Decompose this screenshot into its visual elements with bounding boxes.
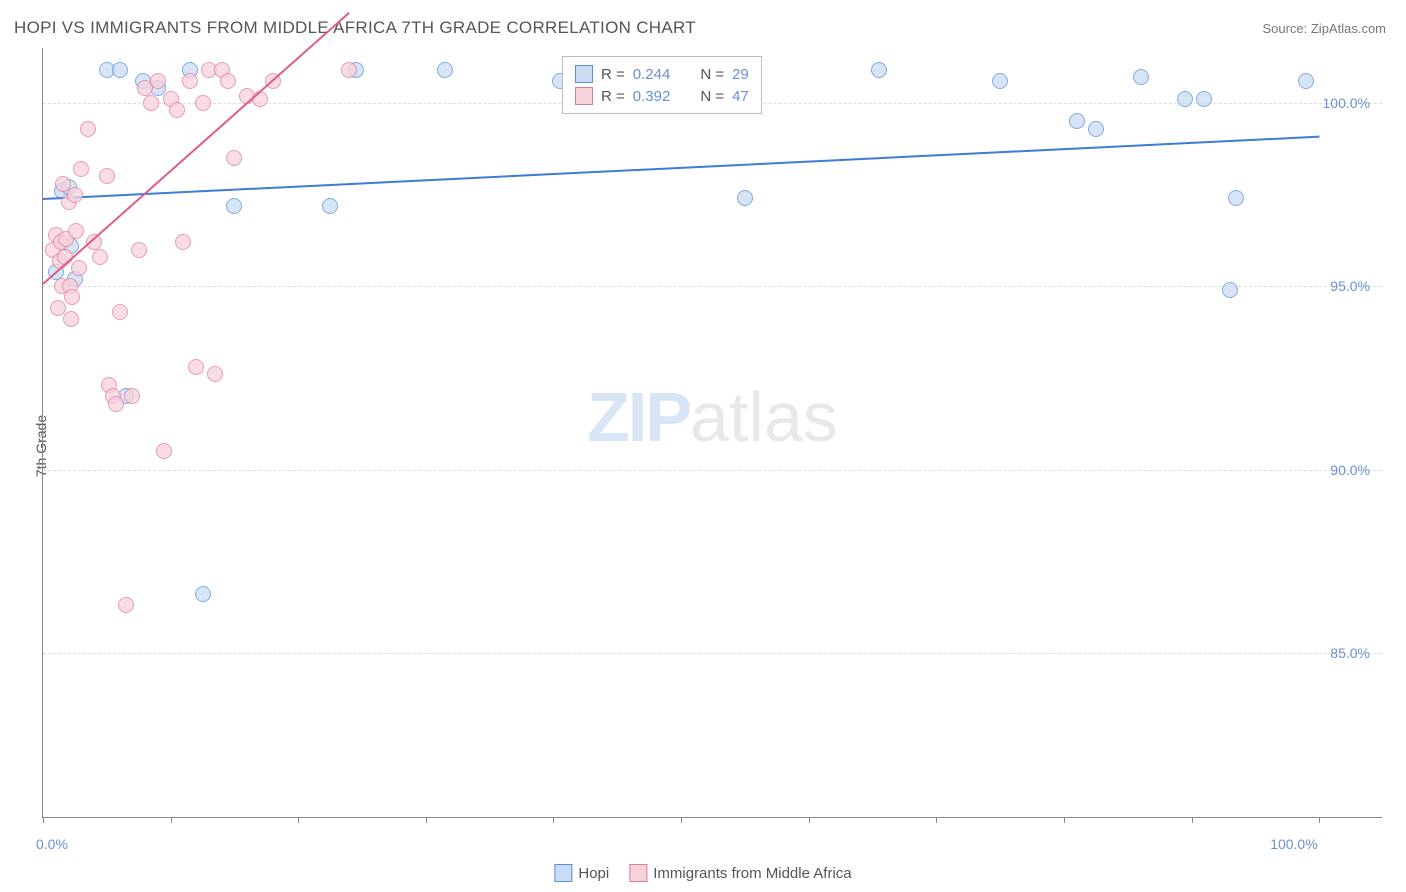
x-tick	[1319, 817, 1320, 823]
gridline-h	[43, 286, 1382, 287]
plot-area: ZIPatlas 85.0% 90.0% 95.0% 100.0%	[42, 48, 1382, 818]
scatter-point	[226, 150, 242, 166]
legend-swatch	[575, 65, 593, 83]
scatter-point	[131, 242, 147, 258]
watermark-atlas: atlas	[690, 378, 838, 456]
scatter-point	[67, 187, 83, 203]
scatter-point	[992, 73, 1008, 89]
legend-label: Immigrants from Middle Africa	[653, 865, 851, 882]
scatter-point	[188, 359, 204, 375]
x-tick	[809, 817, 810, 823]
y-tick-label: 100.0%	[1323, 95, 1370, 111]
scatter-point	[92, 249, 108, 265]
scatter-point	[112, 304, 128, 320]
scatter-point	[1222, 282, 1238, 298]
scatter-point	[1088, 121, 1104, 137]
legend-swatch	[629, 864, 647, 882]
scatter-point	[195, 586, 211, 602]
x-tick	[936, 817, 937, 823]
watermark-zip: ZIP	[587, 378, 690, 456]
scatter-point	[207, 366, 223, 382]
scatter-point	[64, 289, 80, 305]
gridline-h	[43, 653, 1382, 654]
scatter-point	[156, 443, 172, 459]
legend-stats: R = 0.244 N = 29 R = 0.392 N = 47	[562, 56, 762, 114]
scatter-point	[1196, 91, 1212, 107]
source-label: Source: ZipAtlas.com	[1262, 21, 1386, 36]
chart-title: HOPI VS IMMIGRANTS FROM MIDDLE AFRICA 7T…	[14, 18, 696, 38]
scatter-point	[226, 198, 242, 214]
scatter-point	[1298, 73, 1314, 89]
y-tick-label: 85.0%	[1330, 645, 1370, 661]
scatter-point	[169, 102, 185, 118]
x-tick-label: 0.0%	[36, 836, 68, 852]
scatter-point	[871, 62, 887, 78]
scatter-point	[1228, 190, 1244, 206]
legend-item: Hopi	[554, 864, 609, 882]
scatter-point	[63, 311, 79, 327]
scatter-point	[112, 62, 128, 78]
x-tick-label: 100.0%	[1270, 836, 1317, 852]
trend-line	[43, 136, 1319, 200]
legend-r-label: R =	[601, 88, 625, 105]
scatter-point	[71, 260, 87, 276]
legend-n-value: 47	[732, 88, 749, 105]
legend-n-value: 29	[732, 66, 749, 83]
legend-n-label: N =	[700, 66, 724, 83]
scatter-point	[80, 121, 96, 137]
scatter-point	[118, 597, 134, 613]
x-tick	[43, 817, 44, 823]
legend-label: Hopi	[578, 865, 609, 882]
scatter-point	[182, 73, 198, 89]
y-tick-label: 90.0%	[1330, 462, 1370, 478]
scatter-point	[150, 73, 166, 89]
x-tick	[1192, 817, 1193, 823]
legend-stats-row: R = 0.244 N = 29	[575, 63, 749, 85]
x-tick	[553, 817, 554, 823]
legend-item: Immigrants from Middle Africa	[629, 864, 851, 882]
scatter-point	[737, 190, 753, 206]
scatter-point	[1069, 113, 1085, 129]
scatter-point	[143, 95, 159, 111]
scatter-point	[175, 234, 191, 250]
y-tick-label: 95.0%	[1330, 278, 1370, 294]
legend-swatch	[554, 864, 572, 882]
watermark: ZIPatlas	[587, 377, 838, 457]
legend-stats-row: R = 0.392 N = 47	[575, 85, 749, 107]
legend-swatch	[575, 87, 593, 105]
legend-n-label: N =	[700, 88, 724, 105]
x-tick	[426, 817, 427, 823]
scatter-point	[195, 95, 211, 111]
x-tick	[171, 817, 172, 823]
legend-r-value: 0.244	[633, 66, 671, 83]
scatter-point	[322, 198, 338, 214]
scatter-point	[108, 396, 124, 412]
legend-r-label: R =	[601, 66, 625, 83]
x-tick	[1064, 817, 1065, 823]
scatter-point	[437, 62, 453, 78]
trend-line	[42, 12, 350, 285]
gridline-h	[43, 470, 1382, 471]
scatter-point	[99, 168, 115, 184]
legend-r-value: 0.392	[633, 88, 671, 105]
scatter-point	[124, 388, 140, 404]
legend-bottom: Hopi Immigrants from Middle Africa	[554, 864, 851, 882]
scatter-point	[73, 161, 89, 177]
scatter-point	[341, 62, 357, 78]
scatter-point	[68, 223, 84, 239]
x-tick	[681, 817, 682, 823]
scatter-point	[1133, 69, 1149, 85]
scatter-point	[1177, 91, 1193, 107]
scatter-point	[220, 73, 236, 89]
x-tick	[298, 817, 299, 823]
